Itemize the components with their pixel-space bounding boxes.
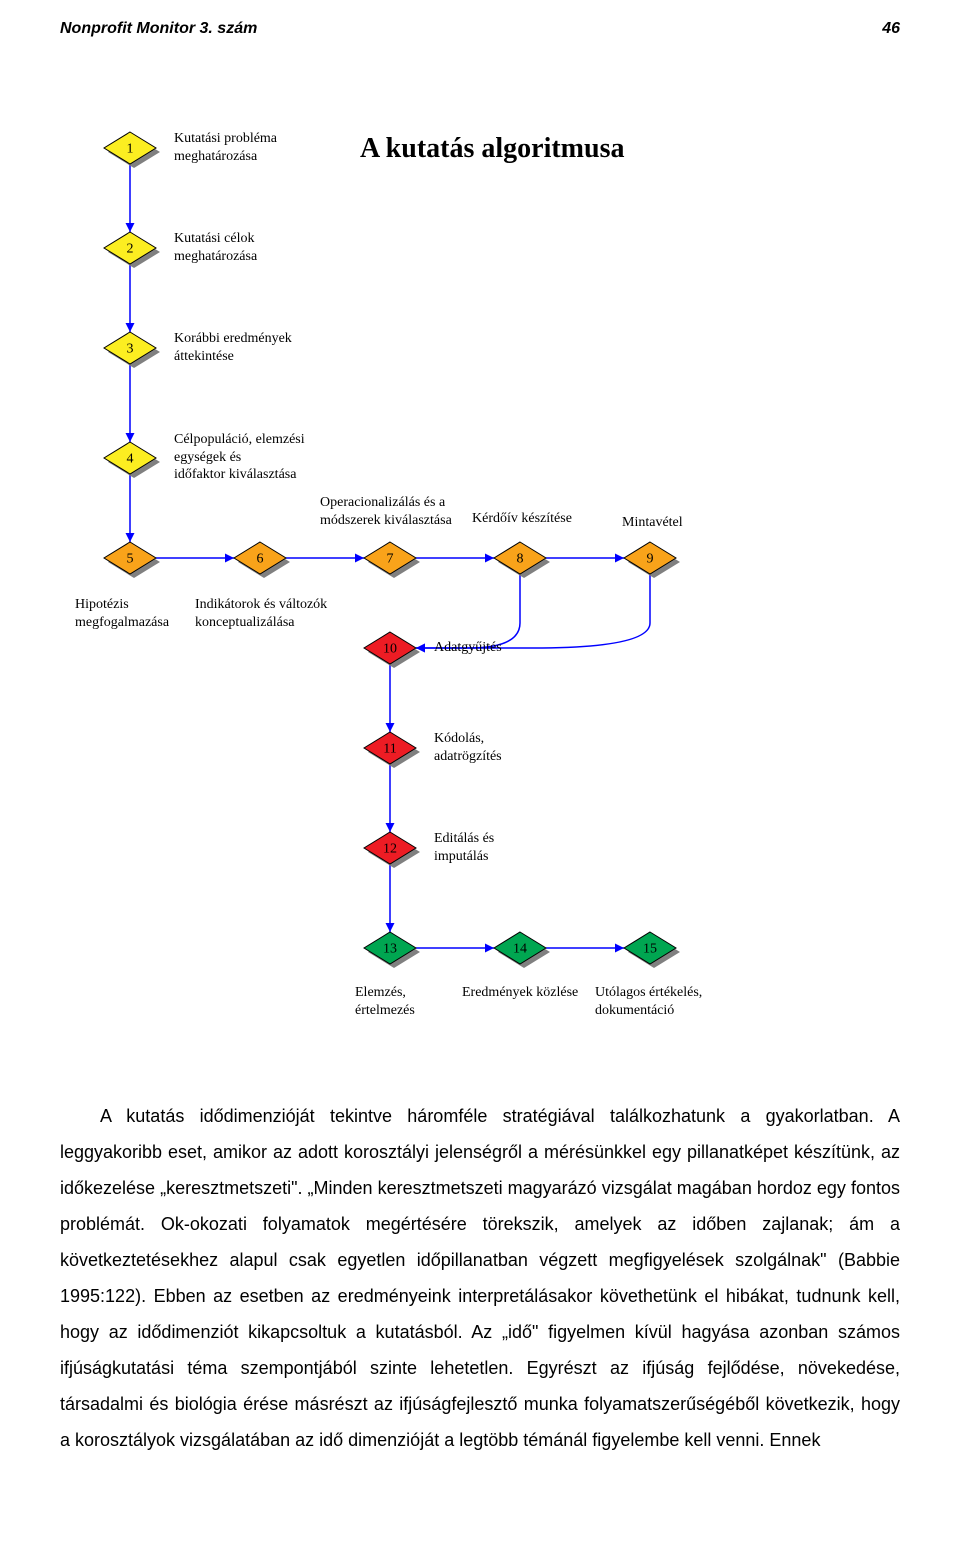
node-label-2: Kutatási célokmeghatározása	[174, 230, 257, 265]
flow-arrow-curved	[416, 574, 520, 648]
diamond-number-10: 10	[383, 642, 397, 657]
diamond-number-3: 3	[127, 342, 134, 357]
node-label-13: Elemzés,értelmezés	[355, 984, 415, 1019]
diamond-number-15: 15	[643, 942, 657, 957]
node-label-5: Hipotézismegfogalmazása	[75, 596, 169, 631]
diamond-number-7: 7	[387, 552, 394, 567]
header-left: Nonprofit Monitor 3. szám	[60, 20, 257, 38]
node-label-14: Eredmények közlése	[462, 984, 578, 1002]
diamond-number-13: 13	[383, 942, 397, 957]
diamond-number-8: 8	[517, 552, 524, 567]
diagram-title: A kutatás algoritmusa	[360, 133, 624, 165]
diamond-number-6: 6	[257, 552, 264, 567]
page-header: Nonprofit Monitor 3. szám 46	[60, 20, 900, 38]
flowchart-diagram: 123456789101112131415 A kutatás algoritm…	[60, 68, 900, 1088]
node-label-3: Korábbi eredményekáttekintése	[174, 330, 292, 365]
diamond-number-5: 5	[127, 552, 134, 567]
body-paragraph: A kutatás idődimenzióját tekintve háromf…	[60, 1098, 900, 1458]
diamond-number-14: 14	[513, 942, 527, 957]
body-text: A kutatás idődimenzióját tekintve háromf…	[60, 1098, 900, 1458]
diamond-number-12: 12	[383, 842, 397, 857]
node-label-8: Kérdőív készítése	[472, 510, 572, 528]
node-label-11: Kódolás,adatrögzítés	[434, 730, 502, 765]
diamond-number-1: 1	[127, 142, 134, 157]
node-label-15: Utólagos értékelés,dokumentáció	[595, 984, 702, 1019]
diamond-number-11: 11	[383, 742, 396, 757]
node-label-7: Operacionalizálás és amódszerek kiválasz…	[320, 494, 452, 529]
node-label-12: Editálás ésimputálás	[434, 830, 494, 865]
diamond-number-4: 4	[127, 452, 134, 467]
diamond-number-9: 9	[647, 552, 654, 567]
node-label-1: Kutatási problémameghatározása	[174, 130, 277, 165]
flow-arrow-curved	[416, 574, 650, 648]
node-label-9: Mintavétel	[622, 514, 683, 532]
diamond-number-2: 2	[127, 242, 134, 257]
header-right: 46	[882, 20, 900, 38]
node-label-6: Indikátorok és változókkonceptualizálása	[195, 596, 327, 631]
node-label-4: Célpopuláció, elemzésiegységek ésidőfakt…	[174, 431, 305, 484]
node-label-10: Adatgyűjtés	[434, 639, 502, 657]
flowchart-svg: 123456789101112131415	[60, 68, 900, 1088]
